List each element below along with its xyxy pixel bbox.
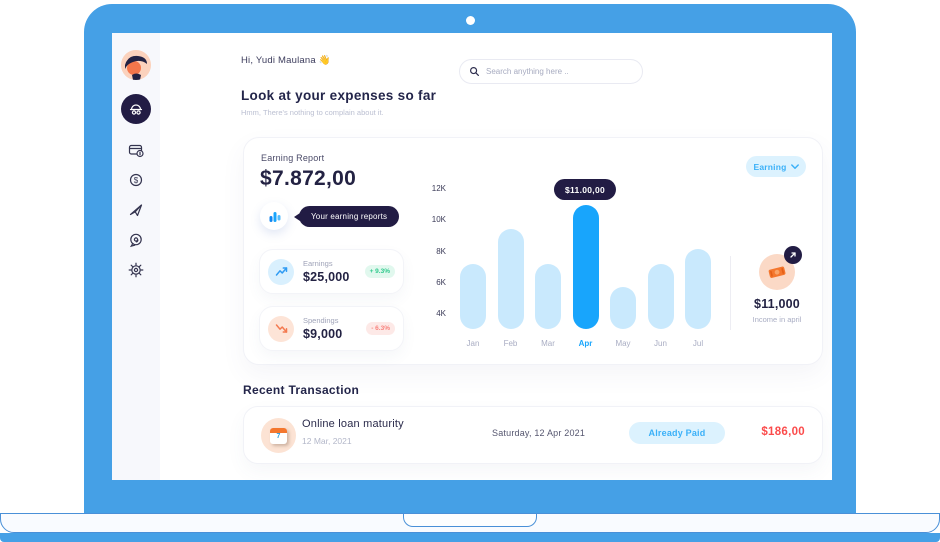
trend-down-icon: [275, 324, 287, 333]
laptop-base-notch: [403, 514, 537, 527]
bar-mar[interactable]: [535, 264, 561, 329]
calendar-icon: 7: [270, 427, 287, 444]
gear-icon: [128, 262, 144, 278]
x-tick-label-jul: Jul: [692, 339, 704, 348]
spendings-stat-card[interactable]: Spendings $9,000 - 6.3%: [259, 306, 404, 351]
trend-up-icon-wrap: [268, 258, 294, 285]
greeting: Hi, Yudi Maulana 👋: [241, 55, 331, 66]
y-tick-label: 4K: [436, 309, 446, 318]
earning-report-label: Earning Report: [261, 153, 325, 163]
income-value: $11,000: [754, 297, 800, 311]
bar-chart-icon: [269, 211, 280, 222]
earning-filter-button[interactable]: Earning: [746, 156, 806, 177]
x-tick-label-apr: Apr: [578, 339, 593, 348]
sidebar-item-messages[interactable]: [121, 225, 151, 255]
chat-icon: [129, 233, 142, 248]
earning-report-card: Earning Report $7.872,00 Your earning re…: [243, 137, 823, 365]
search-bar[interactable]: [459, 59, 643, 84]
earning-filter-label: Earning: [753, 161, 787, 172]
x-tick-label-feb: Feb: [503, 339, 518, 348]
credit-card-icon: [128, 144, 144, 158]
income-label: Income in april: [752, 315, 802, 324]
earning-tooltip: Your earning reports: [293, 206, 400, 227]
page-title: Look at your expenses so far: [241, 88, 437, 103]
page-subtitle: Hmm, There's nothing to complain about i…: [241, 108, 384, 117]
x-tick-label-may: May: [615, 339, 631, 348]
laptop-screen: $: [84, 4, 856, 514]
cash-icon: [768, 266, 786, 278]
recent-transaction-heading: Recent Transaction: [243, 383, 360, 397]
search-input[interactable]: [486, 67, 633, 76]
x-tick-label-jan: Jan: [466, 339, 480, 348]
y-tick-label: 6K: [436, 277, 446, 287]
vertical-divider: [730, 256, 731, 330]
sidebar-item-money[interactable]: $: [121, 165, 151, 195]
sidebar-item-savings[interactable]: [121, 94, 151, 124]
chevron-down-icon: [790, 163, 799, 169]
sidebar-item-transfer[interactable]: [121, 195, 151, 225]
earnings-label: Earnings: [303, 258, 333, 268]
bar-apr[interactable]: [572, 205, 599, 329]
transaction-row[interactable]: 7 Online loan maturity 12 Mar, 2021 Satu…: [243, 406, 823, 464]
bar-feb[interactable]: [497, 229, 524, 329]
laptop-base-strip: [0, 533, 940, 542]
income-badge[interactable]: [784, 246, 802, 264]
y-tick-label: 10K: [431, 215, 446, 225]
trend-down-icon-wrap: [268, 315, 294, 342]
spendings-label: Spendings: [303, 315, 339, 325]
chart-x-axis: Jan Feb Mar Apr May Jun Jul: [460, 339, 712, 348]
spendings-value: $9,000: [303, 327, 343, 341]
laptop-base: [0, 513, 940, 533]
earnings-stat-card[interactable]: Earnings $25,000 + 9.3%: [259, 249, 404, 294]
transaction-date-full: Saturday, 12 Apr 2021: [492, 428, 586, 438]
earning-chart-chip[interactable]: [260, 202, 288, 230]
transaction-amount: $186,00: [761, 426, 805, 438]
transaction-date-short: 12 Mar, 2021: [302, 436, 352, 446]
chart-y-axis: 12K 10K 8K 6K 4K: [420, 185, 446, 318]
sidebar: $: [112, 33, 160, 480]
avatar[interactable]: [121, 50, 151, 80]
earnings-value: $25,000: [303, 270, 350, 284]
calendar-day: 7: [276, 432, 281, 440]
calendar-icon-wrap: 7: [261, 418, 296, 453]
chart-bars: [460, 205, 712, 329]
main-content: Hi, Yudi Maulana 👋 Look at your expenses…: [160, 33, 832, 480]
x-tick-label-jun: Jun: [654, 339, 667, 348]
spendings-delta-badge: - 6.3%: [366, 322, 395, 335]
transaction-title: Online loan maturity: [302, 418, 404, 430]
bar-jul[interactable]: [685, 249, 711, 329]
arrow-up-right-icon: [790, 252, 796, 258]
sidebar-item-settings[interactable]: [121, 255, 151, 285]
dashboard-screen: $: [112, 33, 832, 480]
sidebar-item-cards[interactable]: [121, 135, 151, 165]
y-tick-label: 12K: [431, 184, 446, 193]
x-tick-label-mar: Mar: [541, 339, 555, 348]
search-icon: [470, 67, 479, 76]
y-tick-label: 8K: [436, 246, 446, 256]
dollar-coin-icon: $: [129, 173, 143, 187]
trend-up-icon: [275, 267, 287, 276]
bar-jun[interactable]: [647, 264, 674, 329]
send-icon: [129, 204, 143, 217]
earnings-delta-badge: + 9.3%: [364, 265, 395, 278]
chart-highlight-tooltip: $11.00,00: [553, 179, 617, 200]
earning-total: $7.872,00: [260, 167, 357, 190]
svg-text:$: $: [134, 176, 139, 185]
income-widget: $11,000 Income in april: [732, 246, 822, 324]
bar-may[interactable]: [610, 287, 636, 329]
bar-jan[interactable]: [460, 264, 486, 329]
savings-icon: [129, 104, 143, 115]
avatar-image: [121, 50, 151, 80]
laptop-camera-dot: [466, 16, 475, 25]
transaction-status-badge[interactable]: Already Paid: [629, 422, 725, 444]
